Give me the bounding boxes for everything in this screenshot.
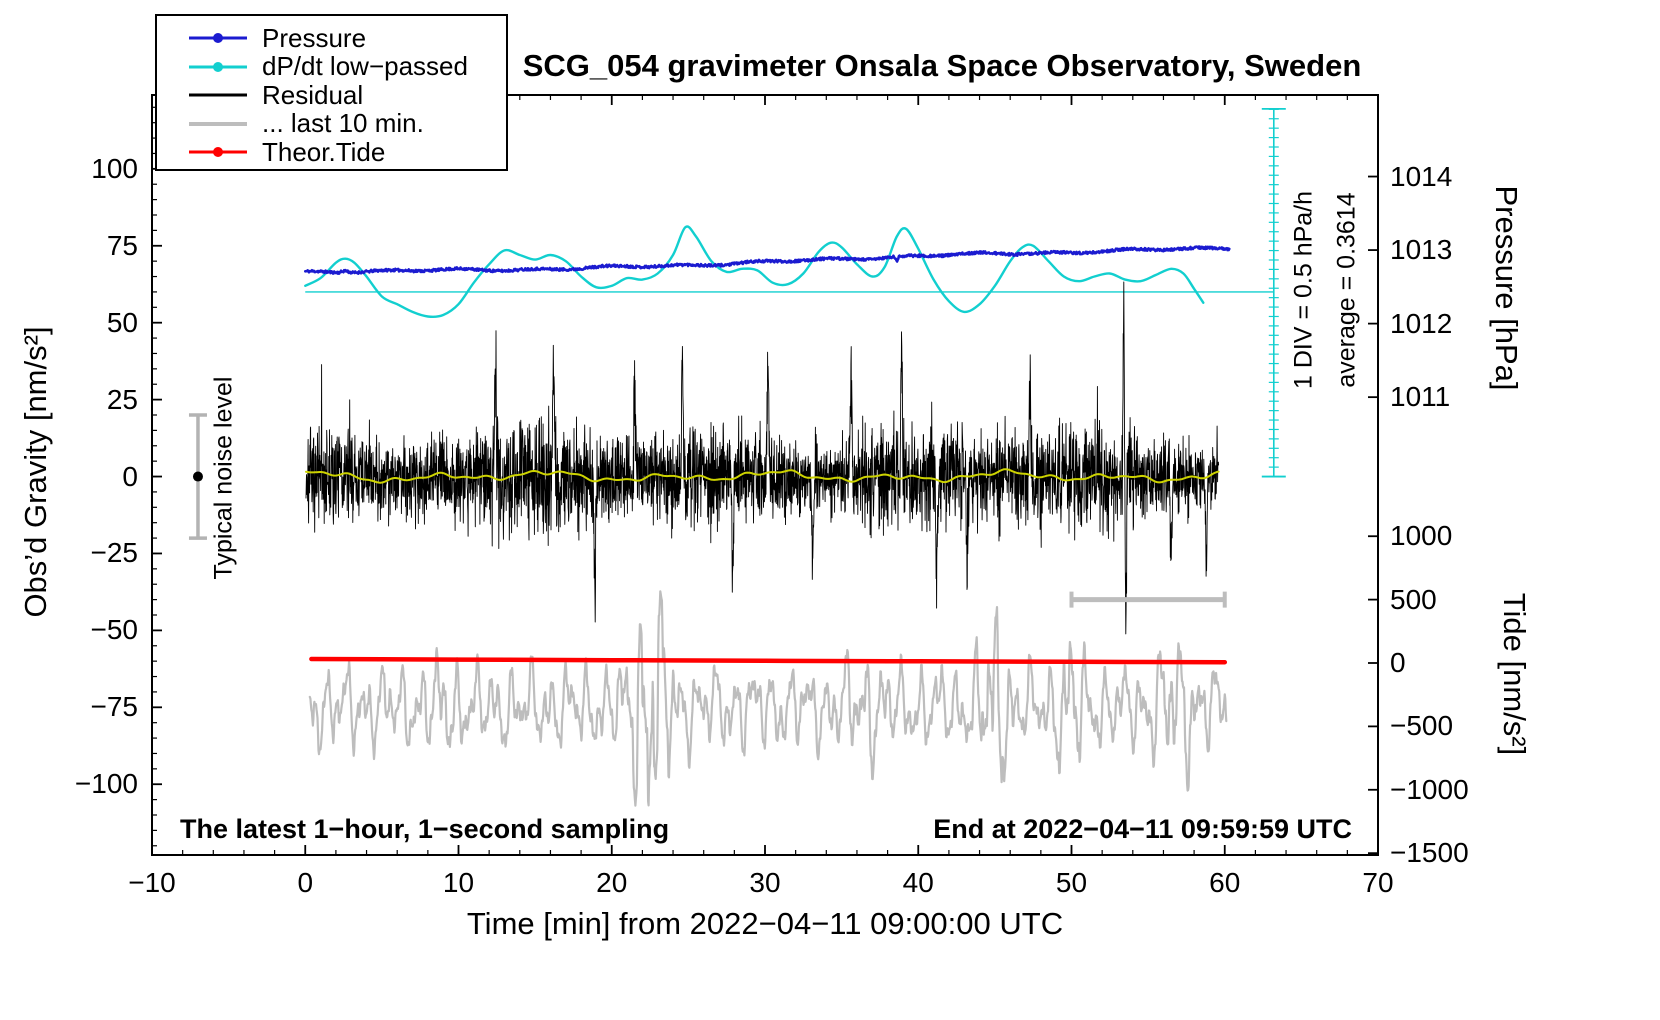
legend-label: ... last 10 min. (262, 108, 424, 139)
legend-item: dP/dt low−passed (157, 51, 506, 82)
legend-item: Theor.Tide (157, 136, 506, 167)
legend-label: Theor.Tide (262, 136, 386, 167)
legend-label: dP/dt low−passed (262, 51, 468, 82)
series-residual (305, 281, 1220, 635)
y-axis-label-pressure: Pressure [hPa] (1489, 185, 1524, 391)
legend-item: Residual (157, 79, 506, 110)
legend-label: Residual (262, 79, 364, 110)
axes-frame (151, 94, 1379, 856)
legend-item: Pressure (157, 22, 506, 53)
series-residual-lowpassed (305, 468, 1220, 484)
legend-item: ... last 10 min. (157, 108, 506, 139)
legend-label: Pressure (262, 22, 367, 53)
end-time-note: End at 2022−04−11 09:59:59 UTC (933, 814, 1352, 844)
legend-marker-dot (213, 61, 223, 72)
x-axis-label: Time [min] from 2022−04−11 09:00:00 UTC (466, 906, 1064, 941)
legend-line-swatch (189, 89, 247, 101)
series-pressure (304, 245, 1231, 275)
div-scale-note: 1 DIV = 0.5 hPa/h (1289, 190, 1318, 390)
legend-line-swatch (189, 32, 247, 44)
sampling-note: The latest 1−hour, 1−second sampling (180, 814, 670, 844)
legend-marker-dot (213, 33, 223, 44)
noise-errorbar (188, 413, 207, 540)
series-last-10-min (308, 590, 1228, 807)
legend-marker-dot (213, 147, 223, 158)
noise-level-label: Typical noise level (209, 376, 238, 580)
y-axis-label-tide: Tide [nm/s²] (1497, 592, 1532, 756)
div-ruler (1261, 107, 1286, 478)
duration-scale-bar (1069, 591, 1227, 608)
legend-line-swatch (189, 146, 247, 158)
legend: Pressure dP/dt low−passed Residual... last… (155, 14, 508, 171)
series-dpdt-lowpassed (304, 225, 1205, 319)
average-note: average = 0.3614 (1332, 192, 1361, 388)
chart-title: SCG_054 gravimeter Onsala Space Observat… (522, 48, 1362, 83)
series-theor-tide (309, 656, 1228, 665)
y-axis-label-gravity: Obs’d Gravity [nm/s²] (18, 326, 53, 618)
legend-line-swatch (189, 61, 247, 73)
legend-line-swatch (189, 118, 247, 130)
